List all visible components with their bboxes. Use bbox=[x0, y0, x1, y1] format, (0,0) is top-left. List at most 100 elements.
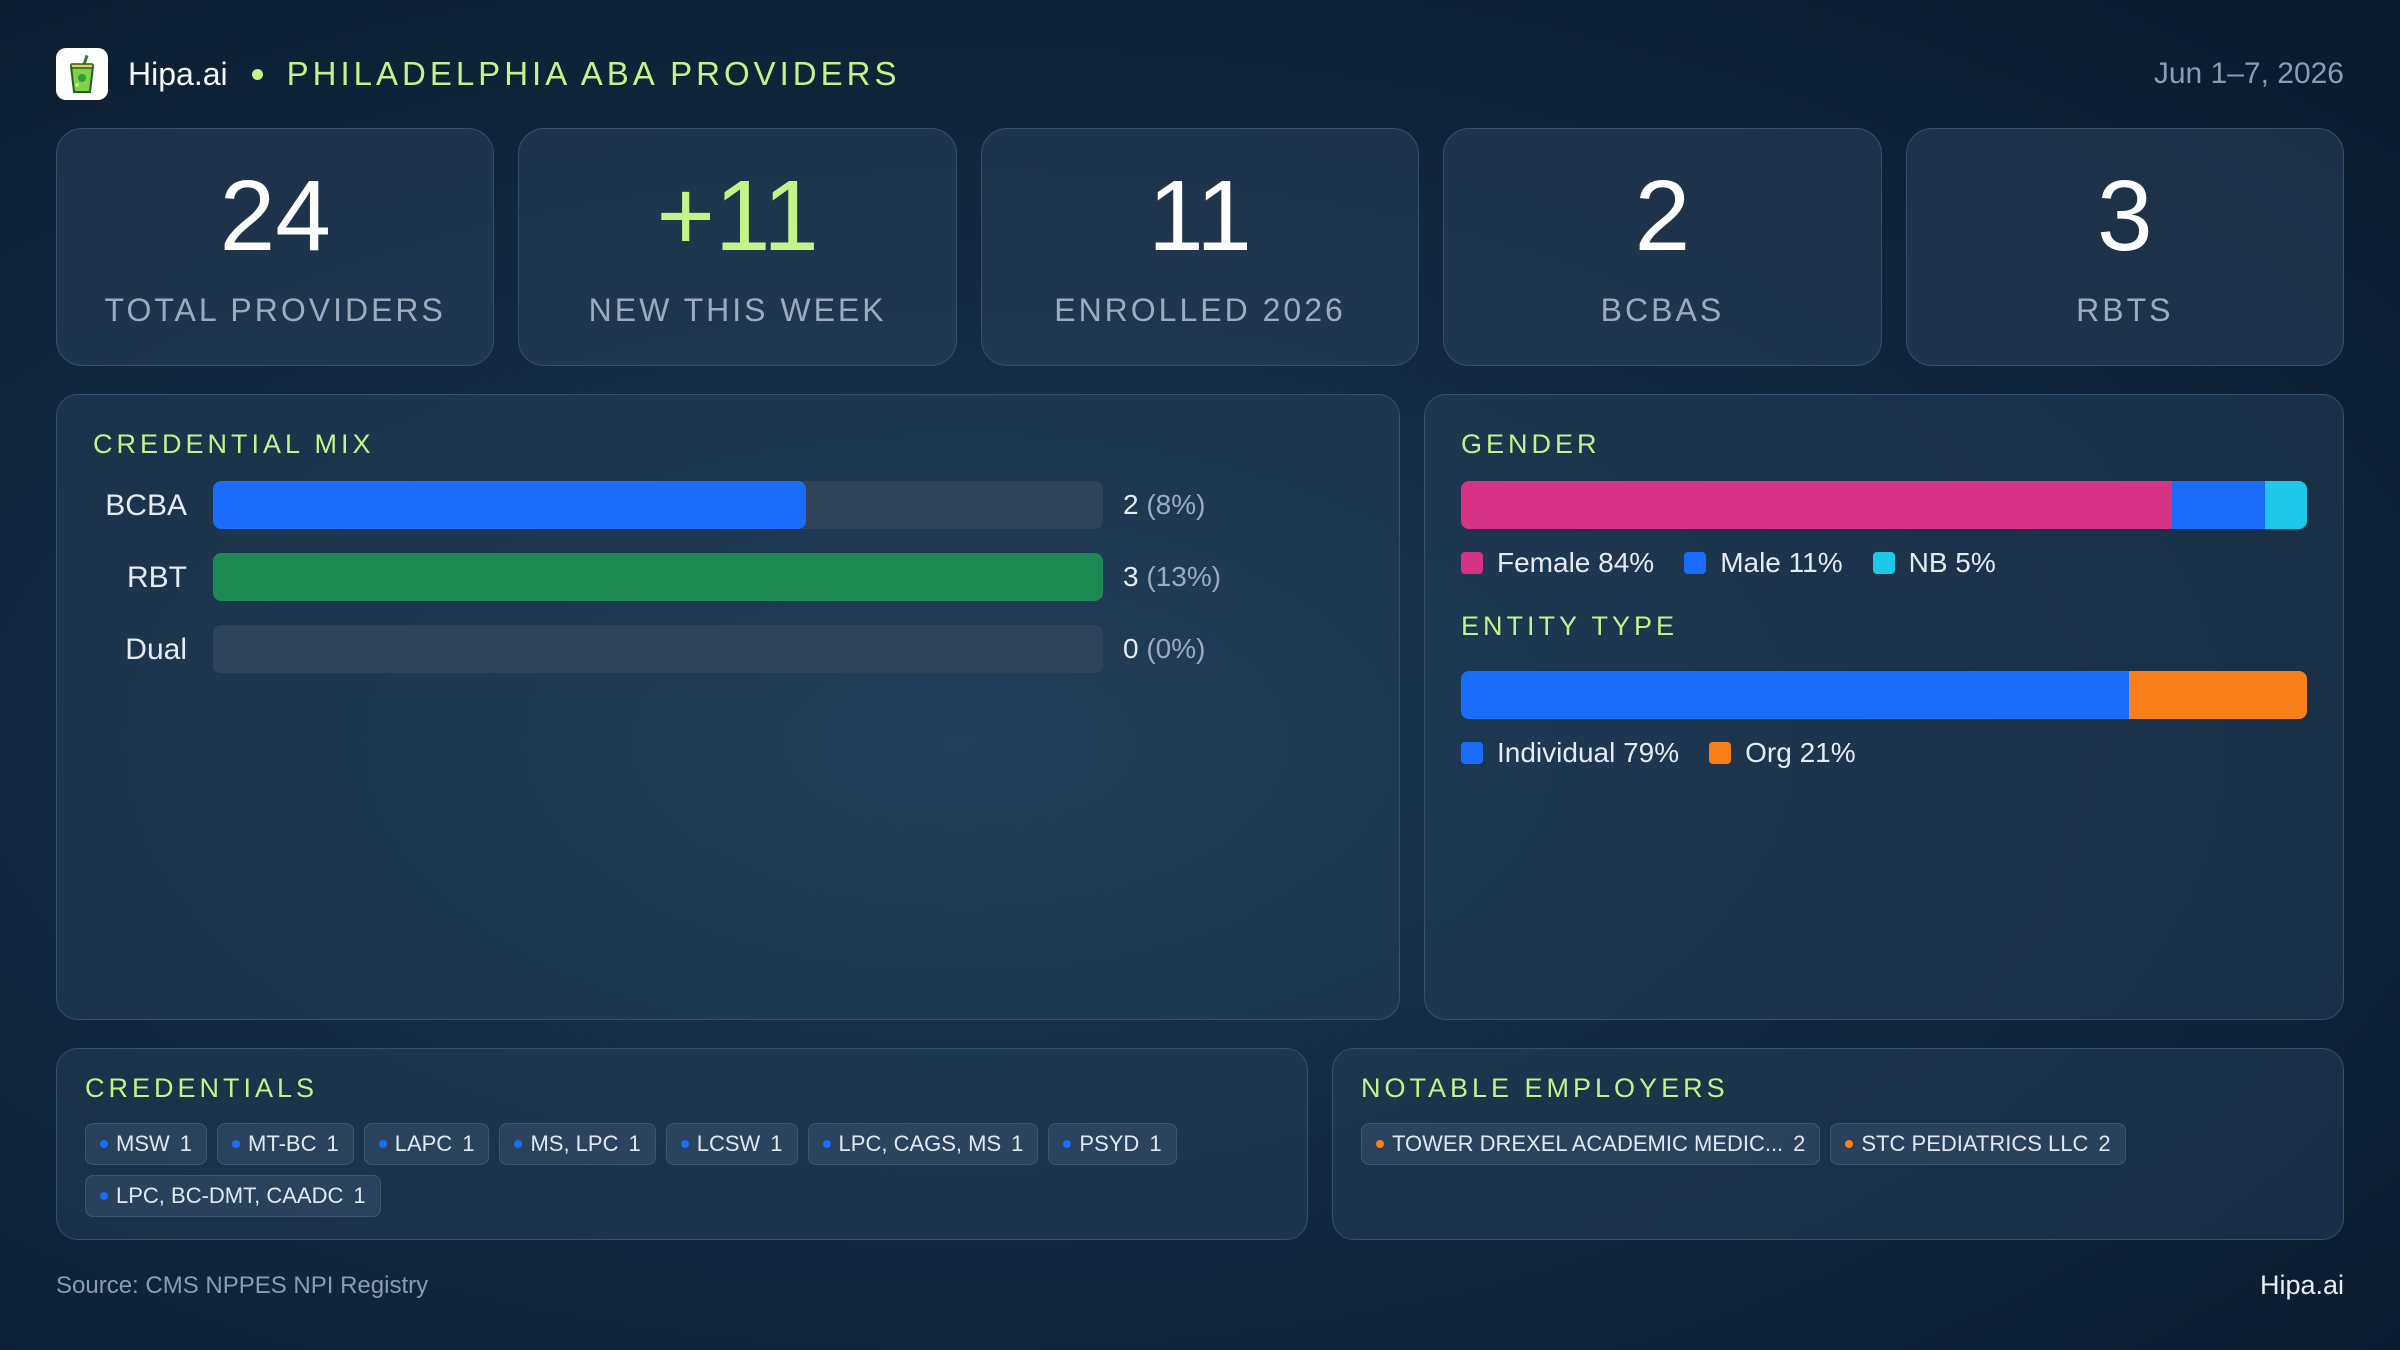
employers-chip[interactable]: STC PEDIATRICS LLC 2 bbox=[1830, 1123, 2126, 1165]
chip-dot bbox=[514, 1140, 523, 1148]
stack-segment-female bbox=[1461, 481, 2172, 529]
chip-dot bbox=[232, 1140, 241, 1148]
credentials-chip[interactable]: LCSW 1 bbox=[665, 1123, 798, 1165]
chip-label: MS, LPC bbox=[530, 1131, 619, 1156]
kpi-card-bcbas: 2 BCBAS bbox=[1443, 128, 1882, 366]
legend-item-nb: NB 5% bbox=[1872, 547, 1996, 579]
credentials-chip[interactable]: LPC, BC-DMT, CAADC 1 bbox=[85, 1175, 381, 1217]
bar-count: 2 bbox=[1123, 489, 1139, 520]
credentials-chip[interactable]: MS, LPC 1 bbox=[499, 1123, 656, 1165]
chip-count: 2 bbox=[2098, 1131, 2111, 1156]
date-range: Jun 1–7, 2026 bbox=[2153, 57, 2344, 90]
legend-swatch bbox=[1709, 742, 1732, 764]
chip-dot bbox=[100, 1192, 108, 1200]
stack-segment-nb bbox=[2264, 481, 2307, 529]
legend-item-org: Org 21% bbox=[1709, 737, 1856, 769]
kpi-value: 3 bbox=[2097, 159, 2153, 272]
chip-count: 1 bbox=[628, 1131, 641, 1156]
chip-dot bbox=[1376, 1140, 1384, 1148]
credentials-chip[interactable]: PSYD 1 bbox=[1048, 1123, 1177, 1165]
employers-chip-list: TOWER DREXEL ACADEMIC MEDIC... 2 STC PEDIA… bbox=[1361, 1123, 2323, 1165]
kpi-card-total-providers: 24 TOTAL PROVIDERS bbox=[56, 128, 495, 366]
chip-count: 1 bbox=[770, 1131, 783, 1156]
stack-segment-male bbox=[2171, 481, 2265, 529]
kpi-value: 2 bbox=[1634, 159, 1691, 272]
kpi-value: 24 bbox=[219, 159, 331, 272]
chip-label: MSW bbox=[116, 1131, 170, 1156]
gender-title: GENDER bbox=[1461, 429, 1601, 459]
bar-fill-bcba bbox=[213, 481, 807, 529]
chip-count: 1 bbox=[353, 1183, 366, 1208]
bar-fill-rbt bbox=[213, 553, 1103, 601]
kpi-card-enrolled-2026: 11 ENROLLED 2026 bbox=[980, 128, 1420, 366]
gender-legend: Female 84% Male 11% NB 5% bbox=[1461, 547, 2026, 579]
legend-label: Org 21% bbox=[1745, 737, 1856, 768]
header: Hipa.ai PHILADELPHIA ABA PROVIDERS Jun 1… bbox=[56, 48, 2344, 100]
credentials-chip[interactable]: MSW 1 bbox=[85, 1123, 208, 1165]
chip-label: PSYD bbox=[1079, 1131, 1140, 1156]
legend-swatch bbox=[1461, 742, 1483, 764]
chip-dot bbox=[100, 1140, 108, 1148]
bar-value: 0 (0%) bbox=[1123, 633, 1205, 665]
bar-value: 3 (13%) bbox=[1123, 561, 1221, 593]
credentials-panel: CREDENTIALS MSW 1 MT-BC 1 LAPC 1 MS, LPC 1 LCSW 1… bbox=[56, 1048, 1308, 1240]
chip-label: LCSW bbox=[696, 1131, 761, 1156]
chip-count: 1 bbox=[1149, 1131, 1162, 1156]
credentials-chip[interactable]: MT-BC 1 bbox=[217, 1123, 354, 1165]
page-title: PHILADELPHIA ABA PROVIDERS bbox=[286, 55, 901, 92]
app-logo[interactable] bbox=[56, 48, 108, 100]
credentials-chip[interactable]: LPC, CAGS, MS 1 bbox=[807, 1123, 1039, 1165]
kpi-value: +11 bbox=[656, 159, 819, 272]
notable-employers-panel: NOTABLE EMPLOYERS TOWER DREXEL ACADEMIC … bbox=[1332, 1048, 2344, 1240]
chip-count: 1 bbox=[1011, 1131, 1024, 1156]
legend-label: Male 11% bbox=[1720, 547, 1843, 578]
legend-label: Individual 79% bbox=[1497, 737, 1680, 768]
legend-swatch bbox=[1461, 552, 1483, 574]
bar-value: 2 (8%) bbox=[1123, 489, 1205, 521]
credential-mix-panel: CREDENTIAL MIX BCBA 2 (8%) RBT 3 (13%) D… bbox=[56, 394, 1400, 1020]
chip-count: 2 bbox=[1793, 1131, 1806, 1156]
bar-count: 3 bbox=[1123, 561, 1139, 592]
bar-label: Dual bbox=[125, 633, 187, 666]
legend-item-female: Female 84% bbox=[1461, 547, 1654, 579]
kpi-value: 11 bbox=[1148, 159, 1252, 272]
legend-label: Female 84% bbox=[1497, 547, 1655, 578]
chip-dot bbox=[680, 1140, 689, 1148]
chip-dot bbox=[378, 1140, 387, 1148]
bar-count: 0 bbox=[1123, 633, 1139, 664]
employers-chip[interactable]: TOWER DREXEL ACADEMIC MEDIC... 2 bbox=[1361, 1123, 1821, 1165]
credential-bar-row-dual: Dual 0 (0%) bbox=[57, 625, 1399, 673]
kpi-card-new-this-week: +11 NEW THIS WEEK bbox=[518, 128, 957, 366]
kpi-label: TOTAL PROVIDERS bbox=[104, 291, 446, 328]
legend-label: NB 5% bbox=[1908, 547, 1996, 578]
kpi-label: BCBAS bbox=[1600, 291, 1725, 328]
legend-swatch bbox=[1684, 552, 1707, 574]
chip-count: 1 bbox=[179, 1131, 193, 1156]
bar-label: BCBA bbox=[105, 489, 187, 522]
chip-dot bbox=[822, 1140, 831, 1148]
kpi-label: RBTS bbox=[2076, 291, 2174, 328]
bar-track bbox=[213, 553, 1103, 601]
entity-type-legend: Individual 79% Org 21% bbox=[1461, 737, 1886, 769]
demographics-panel: GENDER Female 84% Male 11% NB 5% ENTITY … bbox=[1424, 394, 2344, 1020]
bar-percent: (13%) bbox=[1146, 561, 1222, 592]
source-note: Source: CMS NPPES NPI Registry bbox=[56, 1272, 429, 1299]
legend-item-male: Male 11% bbox=[1684, 547, 1843, 579]
kpi-label: ENROLLED 2026 bbox=[1054, 291, 1346, 328]
chip-label: STC PEDIATRICS LLC bbox=[1861, 1131, 2089, 1156]
chip-label: LAPC bbox=[394, 1131, 453, 1156]
stack-segment-org bbox=[2129, 671, 2307, 719]
chip-count: 1 bbox=[326, 1131, 339, 1156]
kpi-label: NEW THIS WEEK bbox=[588, 291, 887, 328]
bar-track bbox=[213, 481, 1103, 529]
chip-dot bbox=[1063, 1140, 1072, 1148]
legend-swatch bbox=[1872, 552, 1895, 574]
entity-type-title: ENTITY TYPE bbox=[1461, 611, 1679, 641]
bar-percent: (0%) bbox=[1146, 633, 1206, 664]
credentials-chip[interactable]: LAPC 1 bbox=[363, 1123, 490, 1165]
gender-stacked-bar bbox=[1461, 481, 2307, 529]
chip-count: 1 bbox=[462, 1131, 475, 1156]
credential-mix-title: CREDENTIAL MIX bbox=[93, 429, 375, 459]
chip-label: MT-BC bbox=[248, 1131, 317, 1156]
green-juice-cup-icon bbox=[69, 54, 95, 93]
